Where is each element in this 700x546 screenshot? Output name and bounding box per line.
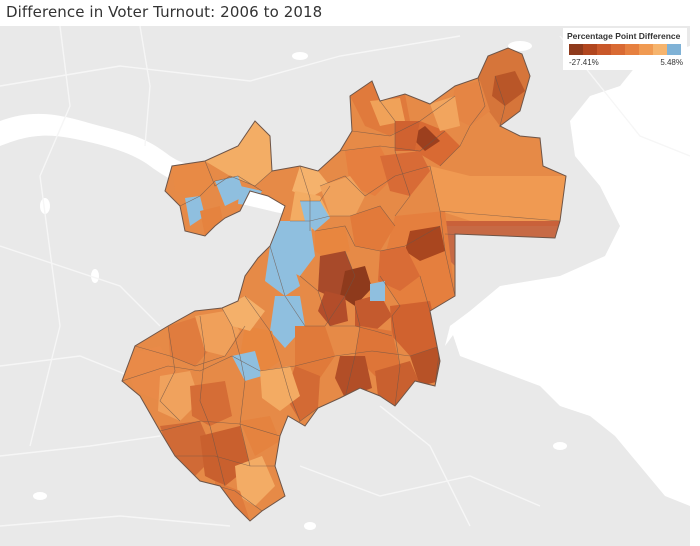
precinct-region[interactable]: [190, 381, 232, 426]
precinct-region[interactable]: [300, 201, 330, 231]
legend-max-label: 5.48%: [660, 58, 683, 67]
precinct-region[interactable]: [195, 311, 240, 356]
precinct-region[interactable]: [370, 281, 385, 301]
precinct-region[interactable]: [450, 81, 490, 126]
legend-swatch: [597, 44, 611, 55]
precinct-region[interactable]: [335, 356, 372, 398]
precinct-region[interactable]: [185, 196, 205, 226]
precinct-region[interactable]: [378, 246, 420, 291]
legend-swatch: [569, 44, 583, 55]
precinct-region[interactable]: [222, 296, 265, 331]
precinct-region[interactable]: [395, 121, 420, 151]
precinct-region[interactable]: [205, 121, 272, 186]
precinct-region[interactable]: [430, 96, 460, 131]
precinct-region[interactable]: [492, 71, 525, 106]
precinct-region[interactable]: [235, 456, 275, 506]
precinct-region[interactable]: [355, 294, 392, 331]
precinct-region[interactable]: [410, 346, 440, 386]
precinct-region[interactable]: [215, 176, 245, 206]
precinct-region[interactable]: [320, 176, 365, 216]
precinct-region[interactable]: [350, 206, 395, 251]
precinct-region[interactable]: [172, 161, 215, 198]
precinct-region[interactable]: [390, 301, 440, 356]
legend-title: Percentage Point Difference: [567, 31, 681, 41]
legend-color-scale: [569, 44, 681, 55]
legend-swatch: [653, 44, 667, 55]
legend-swatch: [625, 44, 639, 55]
precinct-region[interactable]: [318, 291, 348, 326]
precinct-region[interactable]: [380, 151, 430, 196]
legend-swatch: [583, 44, 597, 55]
legend-swatch: [611, 44, 625, 55]
legend: Percentage Point Difference -27.41% 5.48…: [563, 28, 687, 70]
choropleth-map[interactable]: [0, 26, 690, 546]
legend-swatch: [667, 44, 681, 55]
legend-min-label: -27.41%: [569, 58, 599, 67]
precinct-region[interactable]: [260, 366, 300, 411]
precinct-region[interactable]: [232, 351, 262, 381]
chart-title: Difference in Voter Turnout: 2006 to 201…: [6, 3, 323, 21]
precinct-region[interactable]: [240, 416, 280, 456]
precinct-region[interactable]: [295, 326, 335, 381]
precinct-region[interactable]: [370, 98, 405, 126]
precinct-region[interactable]: [292, 166, 330, 198]
precinct-region[interactable]: [160, 421, 215, 476]
precinct-region[interactable]: [375, 361, 420, 406]
precinct-region[interactable]: [405, 226, 445, 261]
legend-swatch: [639, 44, 653, 55]
precinct-region[interactable]: [340, 266, 372, 306]
precinct-region[interactable]: [430, 166, 566, 226]
